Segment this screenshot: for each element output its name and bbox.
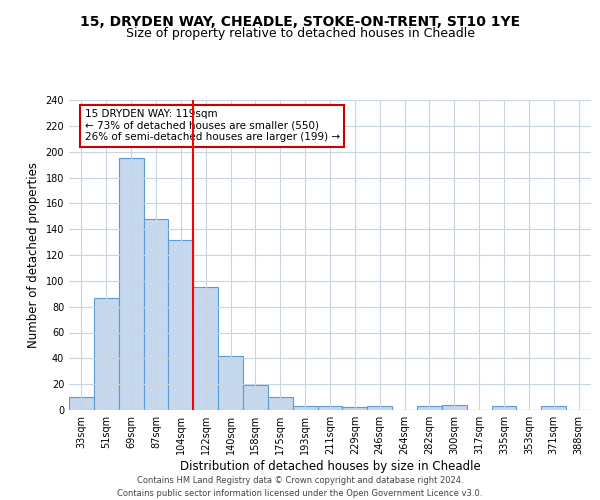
Bar: [317, 406, 343, 410]
Bar: [218, 356, 243, 410]
Y-axis label: Number of detached properties: Number of detached properties: [27, 162, 40, 348]
X-axis label: Distribution of detached houses by size in Cheadle: Distribution of detached houses by size …: [179, 460, 481, 473]
Bar: [94, 298, 119, 410]
Text: 15 DRYDEN WAY: 119sqm
← 73% of detached houses are smaller (550)
26% of semi-det: 15 DRYDEN WAY: 119sqm ← 73% of detached …: [85, 110, 340, 142]
Bar: [442, 405, 467, 410]
Bar: [193, 288, 218, 410]
Bar: [268, 397, 293, 410]
Text: Size of property relative to detached houses in Cheadle: Size of property relative to detached ho…: [125, 28, 475, 40]
Bar: [243, 386, 268, 410]
Bar: [143, 219, 169, 410]
Bar: [119, 158, 143, 410]
Bar: [343, 408, 367, 410]
Bar: [541, 406, 566, 410]
Bar: [293, 406, 317, 410]
Bar: [69, 397, 94, 410]
Bar: [169, 240, 193, 410]
Text: 15, DRYDEN WAY, CHEADLE, STOKE-ON-TRENT, ST10 1YE: 15, DRYDEN WAY, CHEADLE, STOKE-ON-TRENT,…: [80, 15, 520, 29]
Text: Contains HM Land Registry data © Crown copyright and database right 2024.
Contai: Contains HM Land Registry data © Crown c…: [118, 476, 482, 498]
Bar: [367, 406, 392, 410]
Bar: [417, 406, 442, 410]
Bar: [491, 406, 517, 410]
